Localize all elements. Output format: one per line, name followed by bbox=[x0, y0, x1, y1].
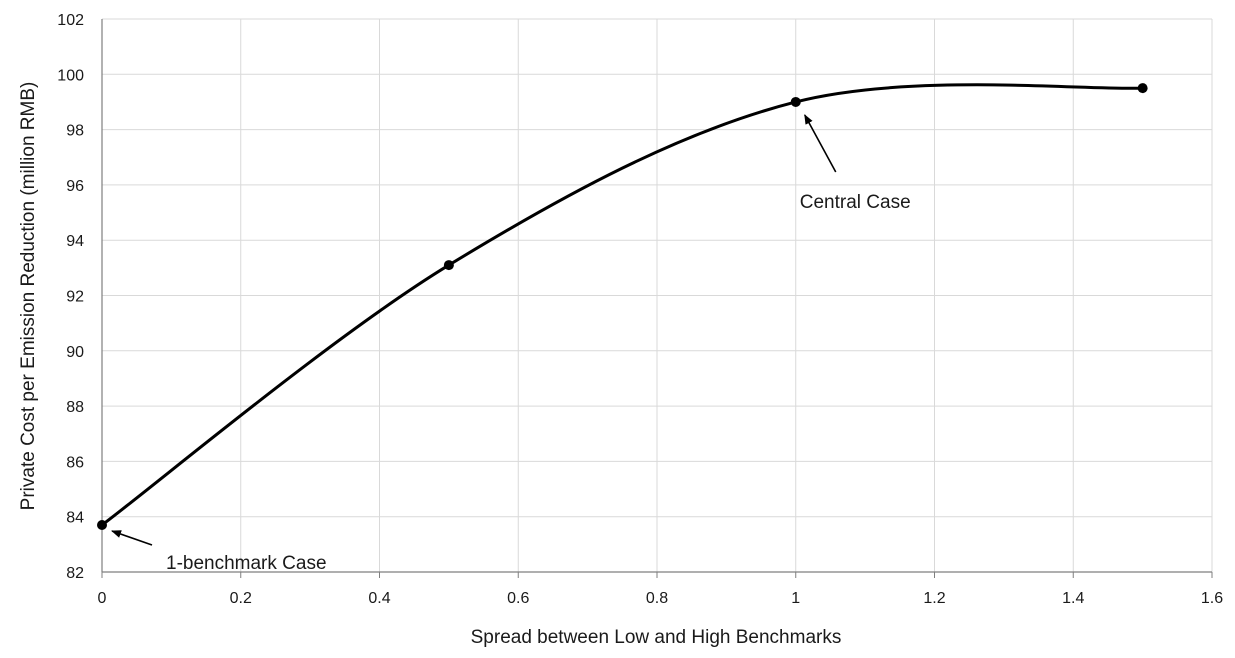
data-point bbox=[1137, 83, 1148, 94]
x-axis-label: Spread between Low and High Benchmarks bbox=[471, 627, 842, 648]
x-tick-label: 1.6 bbox=[1201, 590, 1223, 607]
x-tick-label: 0.8 bbox=[646, 590, 668, 607]
annotations: 1-benchmark Case Central Case bbox=[111, 114, 911, 574]
y-tick-label: 86 bbox=[66, 454, 84, 471]
x-tick-label: 0.4 bbox=[368, 590, 390, 607]
x-tick-label: 0.2 bbox=[230, 590, 252, 607]
y-tick-label: 92 bbox=[66, 289, 84, 306]
x-tick-label: 0.6 bbox=[507, 590, 529, 607]
y-tick-label: 94 bbox=[66, 233, 84, 250]
series-group bbox=[97, 83, 1148, 530]
y-tick-label: 98 bbox=[66, 123, 84, 140]
y-tick-label: 82 bbox=[66, 565, 84, 582]
series-line bbox=[101, 83, 1143, 527]
annotation-arrow bbox=[111, 530, 153, 546]
annotation-label: 1-benchmark Case bbox=[166, 553, 327, 574]
x-tick-label: 1.4 bbox=[1062, 590, 1084, 607]
x-tick-labels: 0 0.2 0.4 0.6 0.8 1 1.2 1.4 1.6 bbox=[98, 590, 1224, 607]
x-tick-label: 1.2 bbox=[923, 590, 945, 607]
y-tick-label: 100 bbox=[57, 67, 84, 84]
axes bbox=[101, 19, 1213, 578]
y-tick-label: 88 bbox=[66, 399, 84, 416]
data-point bbox=[443, 260, 454, 271]
data-point bbox=[790, 96, 801, 107]
y-tick-labels: 82 84 86 88 90 92 94 96 98 100 102 bbox=[57, 12, 84, 582]
y-tick-label: 96 bbox=[66, 178, 84, 195]
data-point bbox=[97, 519, 107, 530]
y-tick-label: 84 bbox=[66, 510, 84, 527]
gridlines bbox=[101, 18, 1213, 573]
y-tick-label: 90 bbox=[66, 344, 84, 361]
y-tick-label: 102 bbox=[57, 12, 84, 29]
x-tick-label: 1 bbox=[791, 590, 800, 607]
y-axis-label: Private Cost per Emission Reduction (mil… bbox=[18, 82, 39, 511]
x-tick-label: 0 bbox=[98, 590, 107, 607]
annotation-arrow bbox=[804, 114, 837, 173]
annotation-label: Central Case bbox=[800, 192, 911, 213]
